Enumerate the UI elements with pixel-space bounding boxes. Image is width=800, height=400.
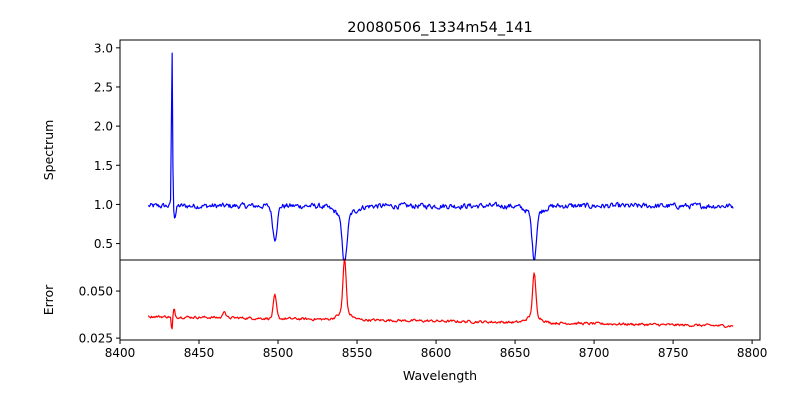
x-tick-label: 8600 (421, 346, 452, 360)
x-tick-label: 8650 (500, 346, 531, 360)
y-tick-label: 2.0 (94, 120, 113, 134)
spectrum-y-ticks: 0.5 1.0 1.5 2.0 2.5 3.0 (94, 41, 120, 251)
x-tick-label: 8500 (263, 346, 294, 360)
y-tick-label: 1.0 (94, 198, 113, 212)
spectrum-panel: 0.5 1.0 1.5 2.0 2.5 3.0 Spectrum (41, 39, 761, 267)
y-tick-label: 0.5 (94, 237, 113, 251)
x-axis-label: Wavelength (403, 368, 477, 383)
spectrum-series-line (147, 52, 734, 267)
error-plot-frame (119, 259, 761, 341)
y-tick-label: 0.025 (79, 332, 113, 346)
x-tick-label: 8400 (105, 346, 136, 360)
x-tick-label: 8800 (737, 346, 768, 360)
x-tick-label: 8700 (579, 346, 610, 360)
error-series-line (147, 258, 734, 330)
error-plot-area (120, 260, 760, 340)
y-tick-label: 3.0 (94, 41, 113, 55)
x-axis-ticks: 8400 8450 8500 8550 8600 8650 8700 8750 8800 (105, 340, 768, 360)
y-tick-label: 2.5 (94, 80, 113, 94)
spectrum-y-axis-label: Spectrum (41, 120, 56, 181)
chart-title: 20080506_1334m54_141 (347, 20, 532, 36)
error-panel: 0.025 0.050 Error (41, 258, 761, 346)
x-tick-label: 8550 (342, 346, 373, 360)
x-tick-label: 8750 (658, 346, 689, 360)
error-y-ticks: 0.025 0.050 (79, 285, 120, 346)
x-tick-label: 8450 (184, 346, 215, 360)
y-tick-label: 0.050 (79, 285, 113, 299)
y-tick-label: 1.5 (94, 159, 113, 173)
error-y-axis-label: Error (41, 284, 56, 315)
spectrum-plot-area (120, 40, 760, 260)
